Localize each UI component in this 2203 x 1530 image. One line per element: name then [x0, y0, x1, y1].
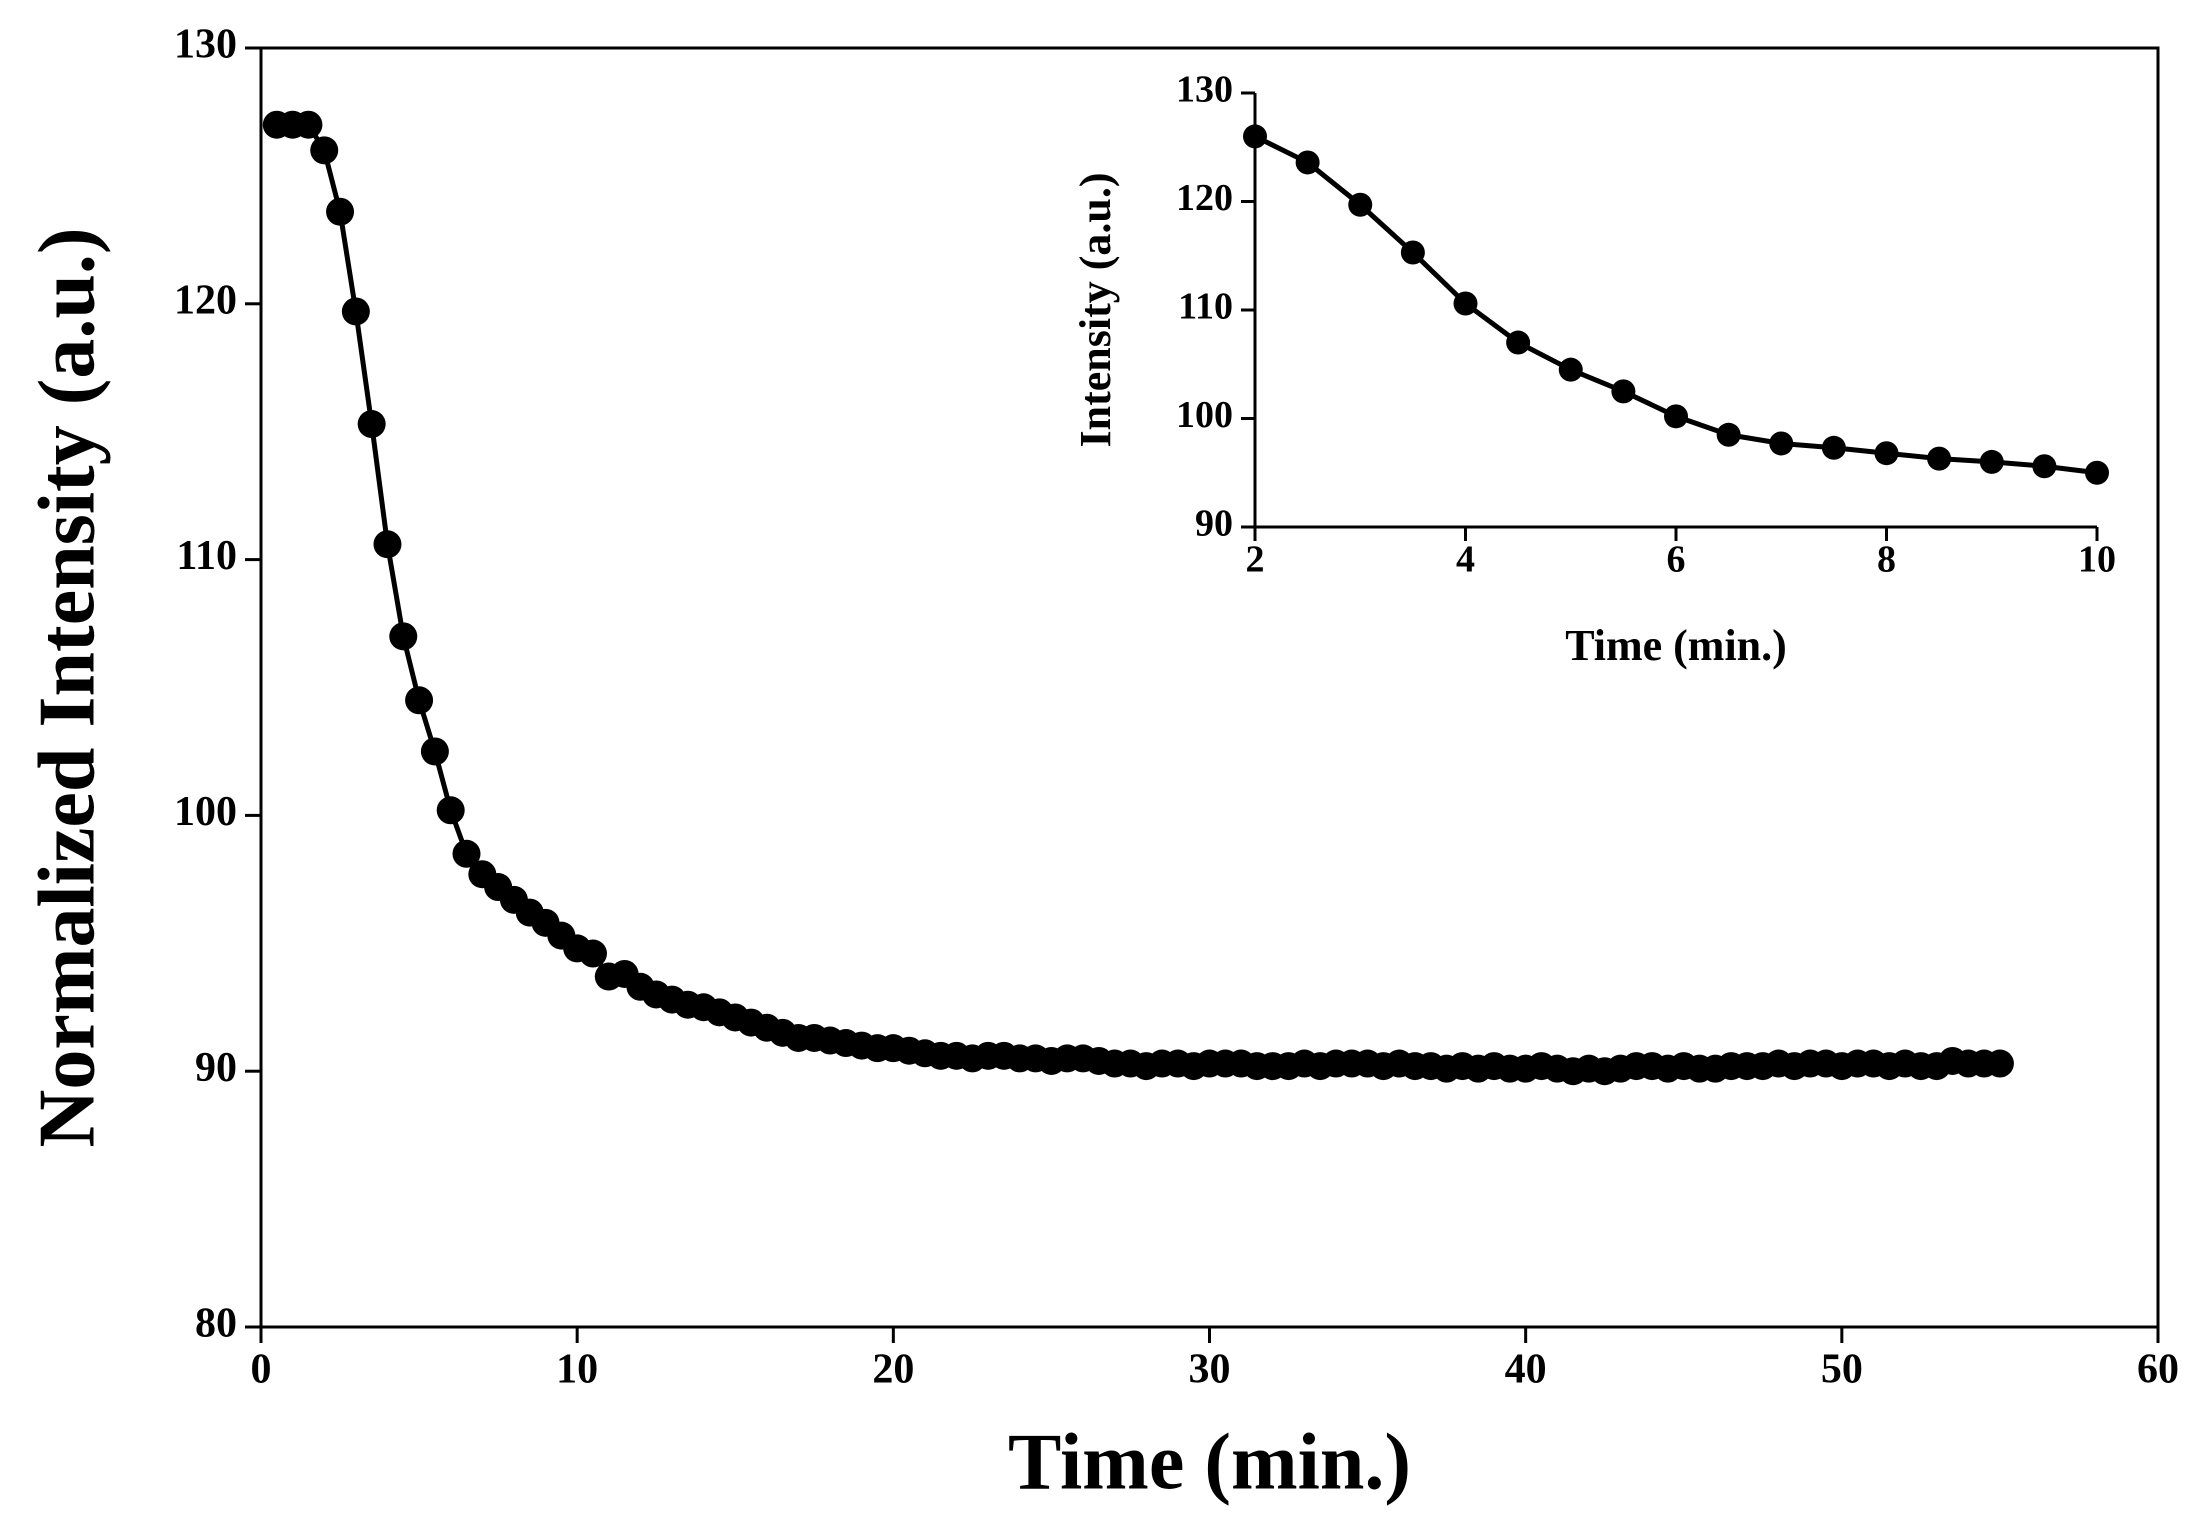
data-point: [578, 939, 607, 968]
data-point: [1558, 357, 1583, 382]
y-tick-label: 130: [1176, 69, 1233, 111]
x-tick-label: 10: [556, 1347, 598, 1393]
data-point: [1874, 441, 1899, 466]
data-point: [1979, 449, 2004, 474]
x-axis-label: Time (min.): [1008, 1418, 1411, 1506]
data-point: [1295, 150, 1320, 175]
y-tick-label: 120: [174, 277, 237, 323]
x-tick-label: 6: [1667, 539, 1686, 581]
y-tick-label: 90: [195, 1045, 237, 1091]
x-tick-label: 50: [1821, 1347, 1863, 1393]
data-point: [1769, 431, 1794, 456]
x-tick-label: 10: [2078, 539, 2116, 581]
data-point: [436, 796, 465, 825]
x-tick-label: 30: [1189, 1347, 1231, 1393]
data-point: [420, 737, 449, 766]
x-tick-label: 2: [1246, 539, 1265, 581]
data-point: [2085, 460, 2109, 485]
x-tick-label: 40: [1505, 1347, 1547, 1393]
y-axis-label: Normalized Intensity (a.u.): [23, 228, 111, 1148]
y-tick-label: 110: [1178, 286, 1233, 328]
data-point: [1664, 404, 1688, 429]
y-tick-label: 120: [1176, 177, 1233, 219]
data-point: [1611, 379, 1636, 404]
y-tick-label: 80: [195, 1301, 237, 1347]
y-tick-label: 100: [1176, 394, 1233, 436]
data-point: [1927, 446, 1952, 471]
data-point: [2032, 454, 2057, 479]
y-tick-label: 110: [176, 533, 237, 579]
data-point: [326, 197, 355, 226]
y-axis-label: Intensity (a.u.): [1071, 172, 1120, 447]
data-point: [1716, 422, 1741, 447]
data-point: [1400, 240, 1425, 265]
data-point: [1243, 124, 1267, 149]
data-point: [1506, 330, 1531, 355]
x-tick-label: 8: [1877, 539, 1896, 581]
x-tick-label: 60: [2137, 1347, 2179, 1393]
data-point: [1821, 435, 1846, 460]
x-tick-label: 4: [1456, 539, 1475, 581]
data-point: [1348, 192, 1373, 217]
data-point: [1453, 291, 1478, 316]
x-tick-label: 0: [251, 1347, 272, 1393]
plot-frame: [259, 46, 2160, 1329]
data-point: [405, 686, 434, 715]
data-point: [341, 297, 370, 326]
data-point: [310, 136, 339, 165]
y-tick-label: 130: [174, 22, 237, 68]
data-point: [389, 622, 418, 651]
data-point: [294, 110, 323, 139]
data-point: [373, 530, 402, 559]
x-tick-label: 20: [872, 1347, 914, 1393]
data-point: [1985, 1049, 2014, 1078]
x-axis-label: Time (min.): [1565, 621, 1787, 670]
y-tick-label: 90: [1195, 503, 1233, 545]
data-point: [357, 410, 386, 439]
data-point: [452, 839, 481, 868]
y-tick-label: 100: [174, 789, 237, 835]
